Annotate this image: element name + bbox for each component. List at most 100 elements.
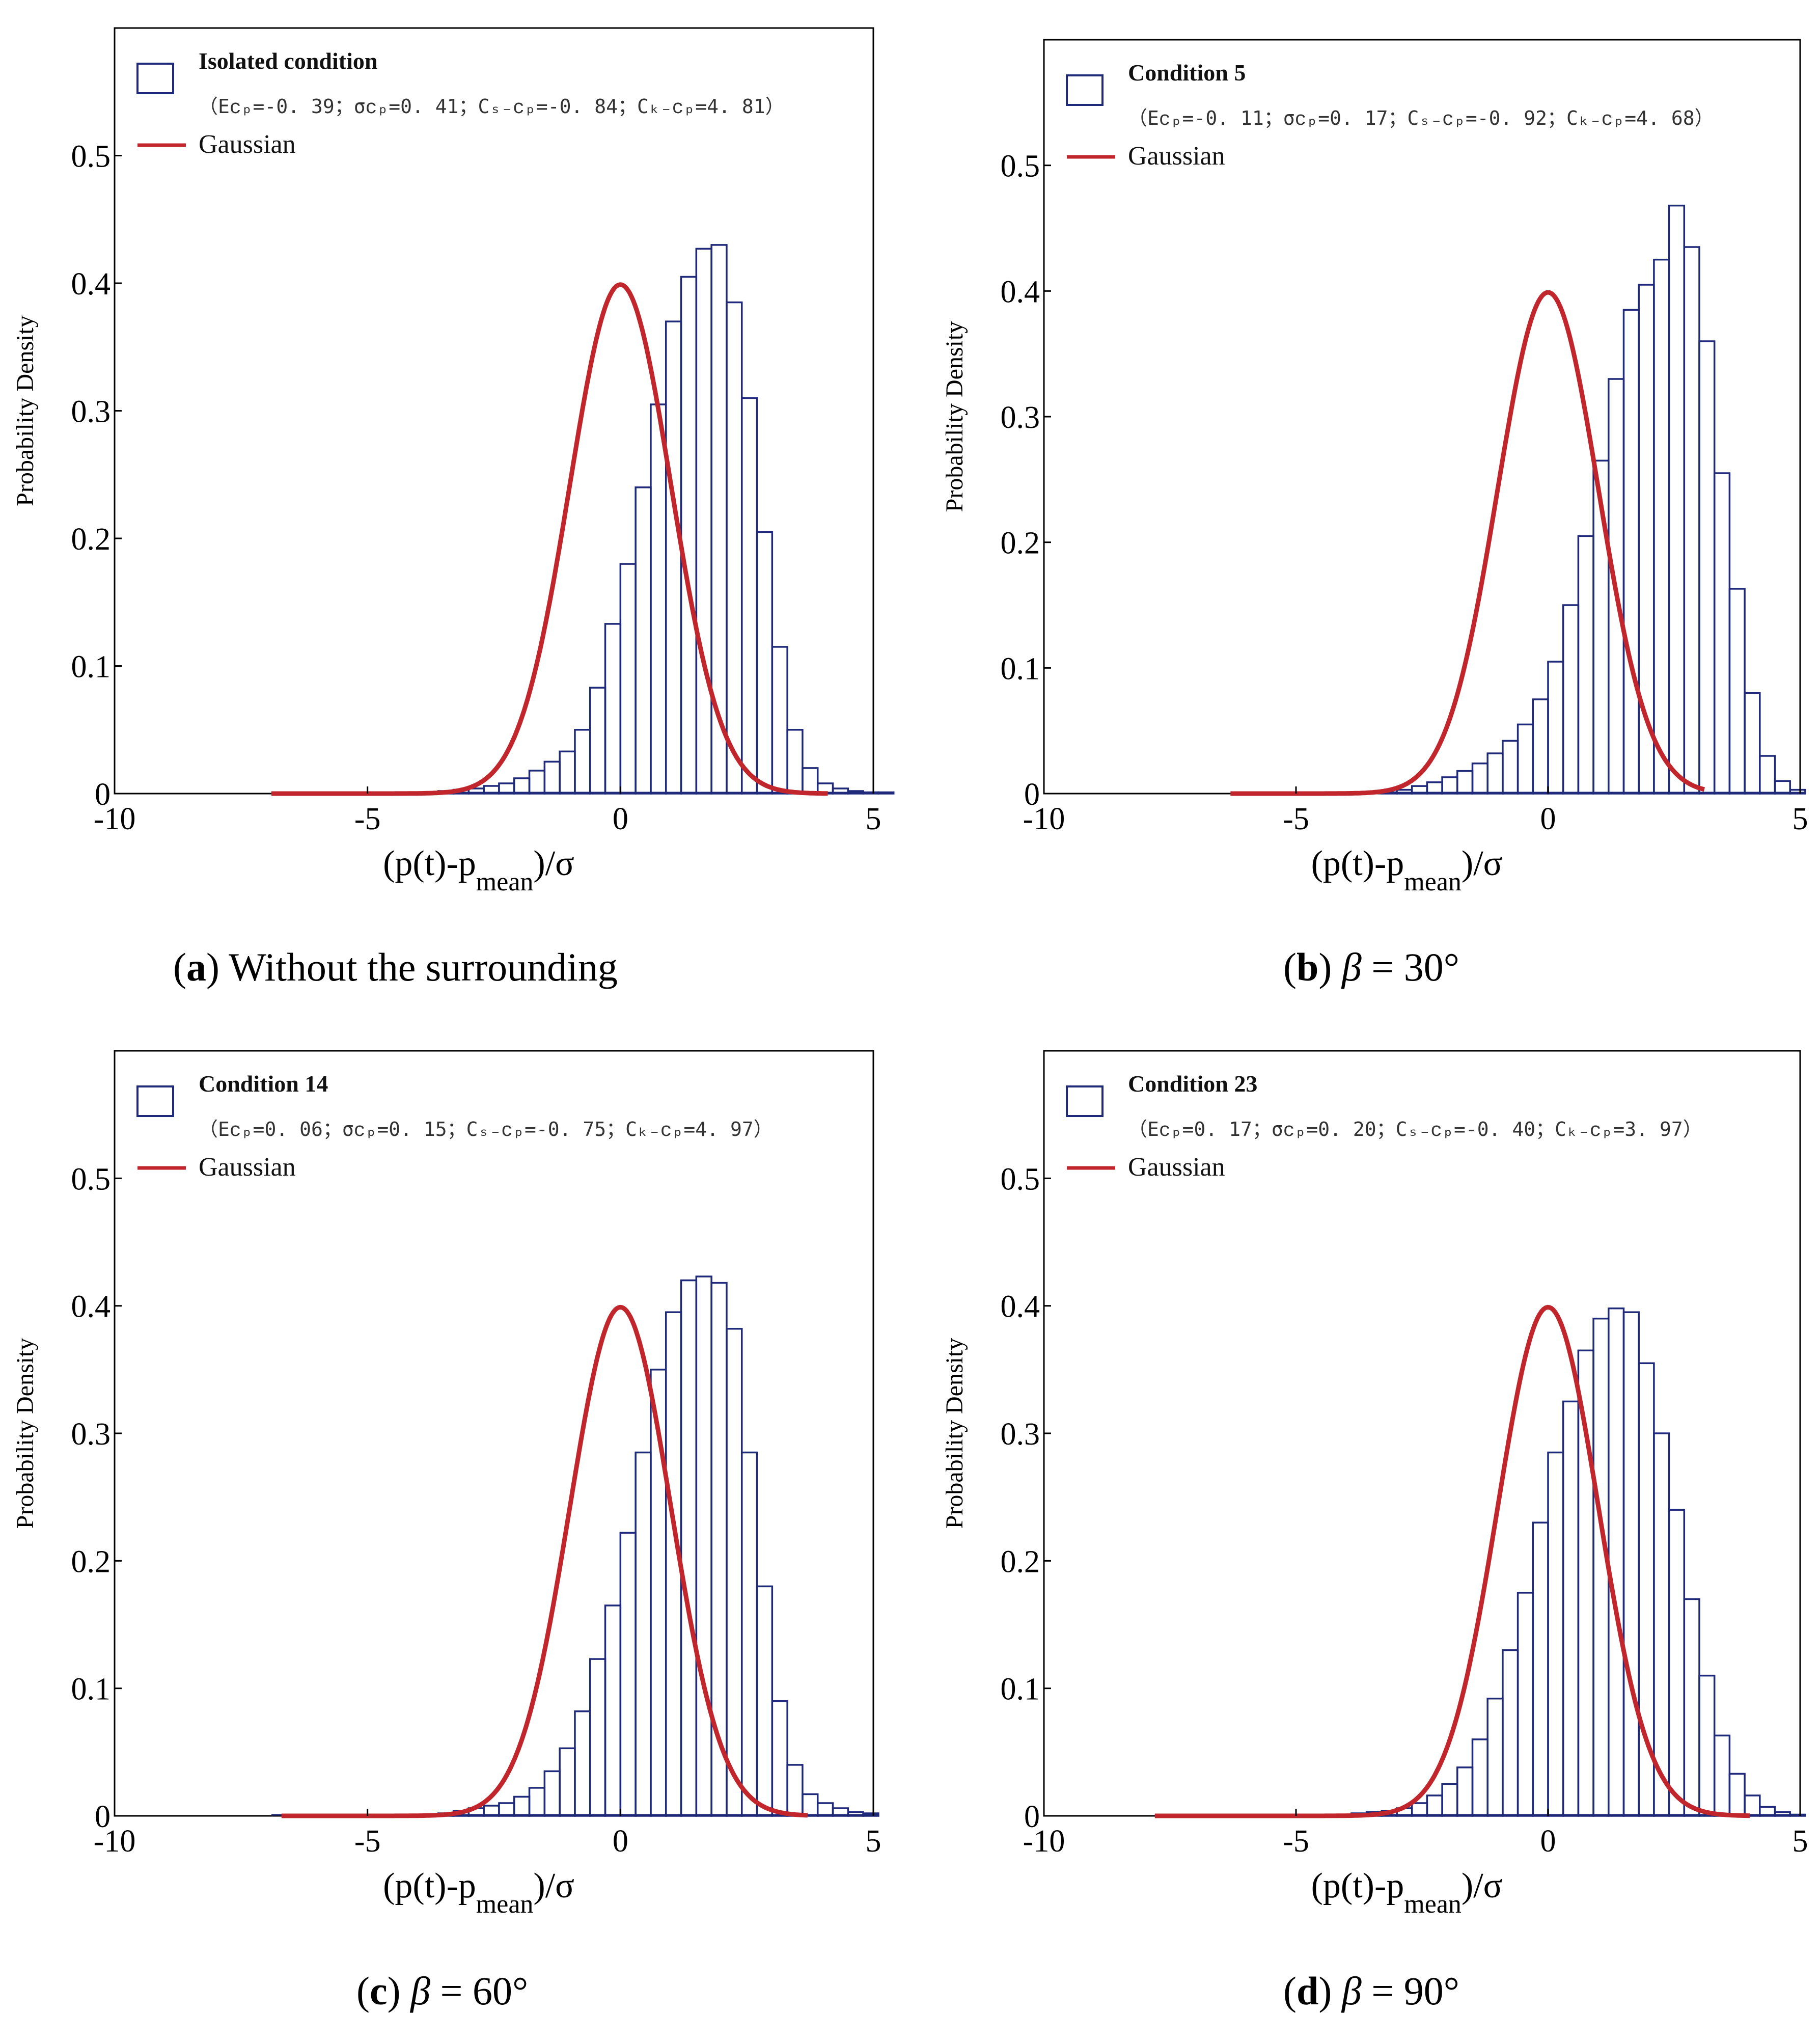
x-tick-label: -5 (354, 1824, 381, 1859)
histogram-bar (619, 1532, 637, 1817)
legend-title: Isolated condition (199, 48, 377, 74)
histogram-bar (543, 1770, 561, 1817)
legend-histogram-swatch (136, 63, 174, 94)
histogram-bar (1502, 740, 1519, 795)
histogram-bar (695, 1275, 712, 1817)
y-tick-label: 0.2 (1001, 526, 1040, 561)
histogram-bar (589, 1658, 606, 1817)
histogram-bar (1562, 604, 1580, 795)
gaussian-curve (281, 1304, 808, 1818)
x-tick-label: -10 (94, 802, 136, 836)
panel-caption: (b) β = 30° (1283, 945, 1459, 989)
x-axis-label: (p(t)-pmean)/σ (1311, 1866, 1503, 1919)
legend-gaussian-label: Gaussian (199, 1153, 296, 1182)
y-tick-label: 0.4 (71, 1290, 111, 1324)
histogram-bar (726, 301, 743, 795)
y-tick-label: 0.2 (1001, 1544, 1040, 1579)
y-tick-label: 0.1 (1001, 1672, 1040, 1707)
y-tick-label: 0.4 (71, 267, 111, 302)
panel-caption: (c) β = 60° (356, 1969, 528, 2013)
legend-title: Condition 14 (199, 1071, 328, 1097)
y-tick-label: 0.5 (1001, 1162, 1040, 1196)
histogram-bar (1502, 1649, 1519, 1817)
histogram-bar (1486, 1697, 1504, 1817)
histogram-bar (574, 729, 591, 795)
histogram-bar (1547, 1451, 1564, 1817)
histogram-bar (1622, 1311, 1640, 1817)
legend-statistics: （Eᴄₚ=0. 06；σᴄₚ=0. 15；Cₛ₋ᴄₚ=-0. 75；Cₖ₋ᴄₚ=… (199, 1118, 773, 1140)
y-axis-label: Probability Density (12, 315, 39, 506)
histogram-bar (1698, 340, 1716, 795)
histogram-bar (1698, 1674, 1716, 1817)
histogram-bar (635, 1451, 652, 1817)
x-tick-label: 5 (866, 1824, 881, 1859)
histogram-bar (680, 276, 698, 795)
y-tick-label: 0 (95, 1800, 111, 1834)
histogram-bar (1471, 1738, 1488, 1817)
y-tick-label: 0 (95, 777, 111, 812)
histogram-bar (1789, 788, 1806, 795)
y-tick-label: 0.5 (71, 140, 111, 174)
histogram-bar (559, 1747, 576, 1817)
chart-panel-d: -10 -5 0 5 0 0.1 0.2 0.3 0.4 0.5 Probability Densi… (941, 1050, 1808, 2013)
legend-histogram-swatch (1066, 1085, 1104, 1117)
histogram-bar (756, 1585, 774, 1817)
x-axis-label: (p(t)-pmean)/σ (383, 844, 574, 896)
histogram-bar (1683, 246, 1700, 795)
histogram-bar (559, 750, 576, 795)
histogram-bar (1728, 1773, 1746, 1817)
y-tick-label: 0.4 (1001, 1290, 1040, 1324)
histogram-bar (802, 1793, 819, 1817)
y-axis-label: Probability Density (941, 321, 968, 512)
x-axis-label: (p(t)-pmean)/σ (383, 1866, 574, 1919)
histogram-bar (650, 403, 667, 795)
histogram-bar (1668, 1509, 1686, 1817)
histogram-bar (756, 531, 774, 795)
legend-gaussian-label: Gaussian (199, 130, 296, 159)
histogram-bar (1562, 1400, 1580, 1817)
histogram-bar (528, 1787, 546, 1817)
x-tick-label: -10 (94, 1824, 136, 1859)
legend-histogram-swatch (136, 1085, 174, 1117)
histogram-bar (1759, 755, 1776, 795)
x-tick-label: 0 (613, 1824, 628, 1859)
y-tick-label: 0.5 (71, 1162, 111, 1196)
y-tick-label: 0.3 (1001, 1417, 1040, 1452)
y-tick-label: 0 (1024, 777, 1040, 812)
histogram-bar (771, 646, 788, 795)
histogram-bar (619, 563, 637, 795)
x-tick-label: -5 (354, 802, 381, 836)
histogram-bar (1683, 1598, 1700, 1817)
histogram-bar (1532, 698, 1549, 795)
y-axis-label: Probability Density (941, 1338, 968, 1529)
histogram-bar (1532, 1521, 1549, 1817)
histogram-bar (1486, 752, 1504, 795)
histogram-bar (1744, 1794, 1761, 1817)
histogram-bar (1456, 770, 1474, 795)
histogram-bar (1653, 258, 1670, 795)
histogram-bar (498, 1802, 515, 1817)
y-tick-label: 0.2 (71, 522, 111, 557)
y-tick-label: 0.3 (71, 1417, 111, 1452)
panel-caption: (a) Without the surrounding (173, 945, 618, 989)
legend-title: Condition 5 (1128, 60, 1246, 86)
histogram-bar (695, 248, 712, 795)
gaussian-curve (1154, 1304, 1750, 1818)
y-tick-label: 0.5 (1001, 149, 1040, 184)
histogram-bar (740, 397, 758, 795)
histogram-bar (635, 486, 652, 795)
x-axis-label: (p(t)-pmean)/σ (1311, 844, 1503, 896)
y-tick-label: 0.1 (1001, 651, 1040, 686)
x-tick-label: -10 (1023, 802, 1065, 836)
histogram-bar (1547, 661, 1564, 795)
histogram-bar (726, 1327, 743, 1817)
legend-histogram-swatch (1066, 74, 1104, 106)
histogram-bar (1426, 1794, 1443, 1817)
gaussian-curve (271, 282, 829, 796)
histogram-bar (1456, 1766, 1474, 1817)
histogram-bar (1471, 763, 1488, 795)
x-tick-label: 5 (1793, 802, 1808, 836)
y-tick-label: 0.1 (71, 650, 111, 685)
histogram-bar (589, 687, 606, 795)
